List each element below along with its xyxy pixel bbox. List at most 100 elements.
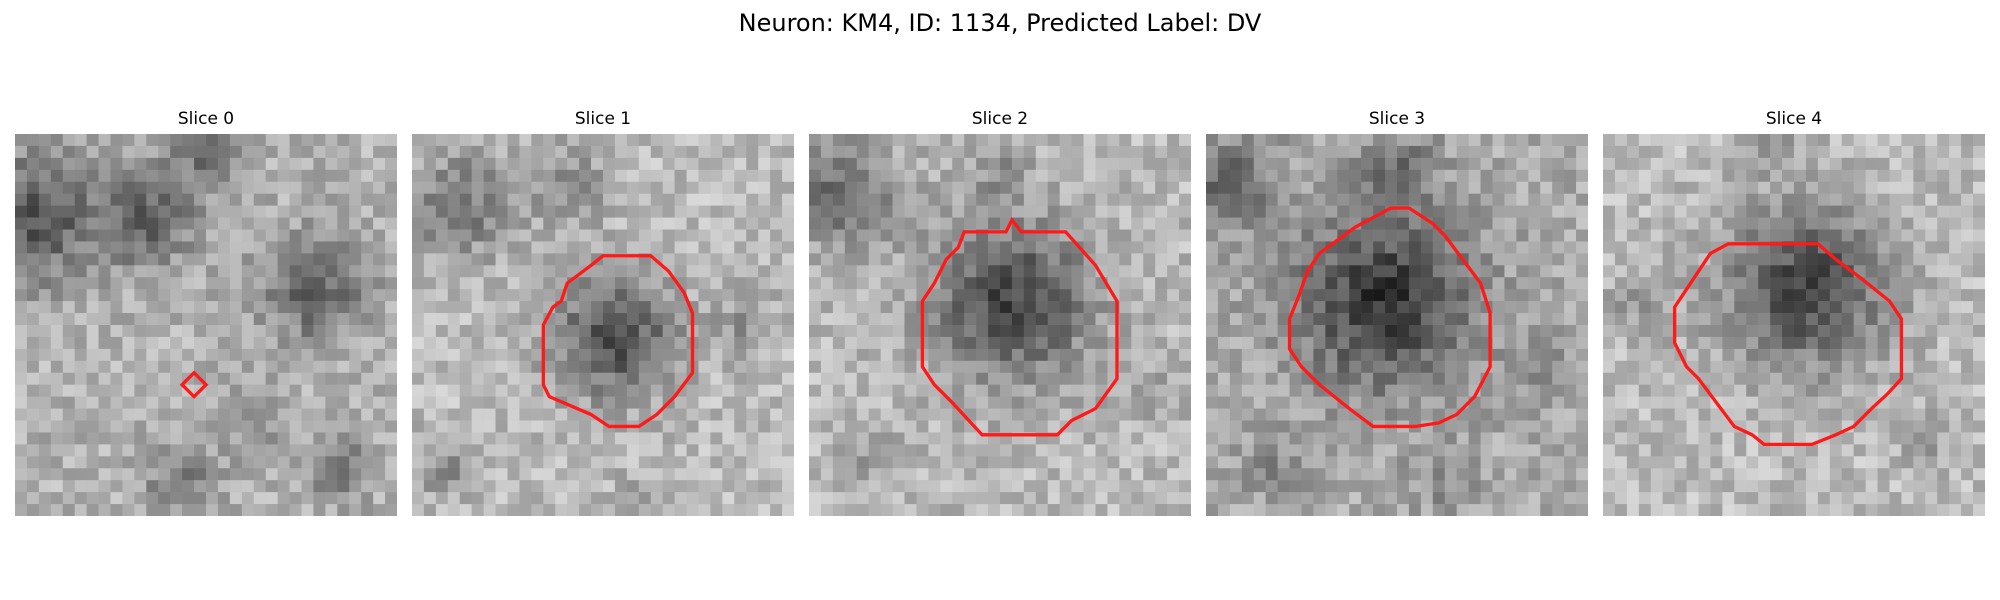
pixel bbox=[1937, 217, 1950, 230]
pixel bbox=[194, 193, 207, 206]
pixel bbox=[555, 468, 568, 481]
pixel bbox=[650, 289, 663, 302]
pixel bbox=[289, 432, 302, 445]
pixel bbox=[1217, 313, 1231, 326]
pixel bbox=[423, 396, 437, 409]
pixel bbox=[1241, 396, 1254, 409]
pixel bbox=[1758, 301, 1771, 314]
pixel bbox=[1083, 456, 1096, 469]
pixel bbox=[241, 348, 254, 362]
pixel bbox=[1638, 241, 1651, 254]
pixel bbox=[1794, 157, 1807, 171]
pixel bbox=[1925, 396, 1938, 409]
pixel bbox=[1397, 348, 1410, 362]
pixel bbox=[361, 217, 374, 230]
pixel bbox=[1408, 325, 1422, 338]
pixel bbox=[1385, 336, 1398, 350]
pixel bbox=[206, 348, 219, 362]
pixel bbox=[337, 372, 350, 385]
pixel bbox=[626, 265, 640, 278]
pixel bbox=[940, 504, 953, 516]
pixel bbox=[1540, 492, 1553, 505]
pixel bbox=[74, 193, 87, 206]
pixel bbox=[1131, 241, 1144, 254]
pixel bbox=[531, 205, 544, 218]
pixel bbox=[507, 492, 520, 505]
pixel bbox=[1265, 325, 1278, 338]
pixel bbox=[495, 313, 508, 326]
pixel bbox=[1516, 396, 1529, 409]
pixel bbox=[1444, 241, 1457, 254]
pixel bbox=[241, 408, 254, 421]
slice-title-4: Slice 4 bbox=[1765, 109, 1823, 129]
pixel bbox=[447, 468, 460, 481]
pixel bbox=[110, 432, 123, 445]
pixel bbox=[1277, 384, 1290, 397]
pixel bbox=[182, 217, 195, 230]
pixel bbox=[313, 181, 326, 194]
pixel bbox=[194, 217, 207, 230]
pixel bbox=[62, 217, 75, 230]
pixel bbox=[1385, 181, 1398, 194]
pixel bbox=[868, 468, 881, 481]
pixel bbox=[1408, 456, 1422, 469]
pixel bbox=[241, 420, 254, 433]
pixel bbox=[1217, 492, 1231, 505]
pixel bbox=[916, 504, 929, 516]
pixel bbox=[1674, 205, 1687, 218]
pixel bbox=[1540, 468, 1553, 481]
pixel bbox=[134, 241, 147, 254]
pixel bbox=[782, 169, 794, 182]
pixel bbox=[1253, 289, 1266, 302]
pixel bbox=[1023, 456, 1037, 469]
pixel bbox=[1973, 253, 1985, 266]
pixel bbox=[746, 492, 759, 505]
pixel bbox=[495, 456, 508, 469]
pixel bbox=[447, 313, 460, 326]
pixel bbox=[110, 301, 123, 314]
pixel bbox=[1638, 348, 1651, 362]
pixel bbox=[86, 325, 99, 338]
pixel bbox=[1614, 205, 1628, 218]
pixel bbox=[1206, 336, 1219, 350]
pixel bbox=[253, 432, 266, 445]
pixel bbox=[325, 468, 338, 481]
pixel bbox=[1564, 384, 1577, 397]
pixel bbox=[1937, 253, 1950, 266]
pixel bbox=[892, 408, 905, 421]
pixel bbox=[1217, 396, 1231, 409]
pixel bbox=[1397, 277, 1410, 290]
pixel bbox=[361, 420, 374, 433]
pixel bbox=[1540, 336, 1553, 350]
pixel bbox=[122, 169, 135, 182]
pixel bbox=[674, 313, 687, 326]
pixel bbox=[170, 360, 183, 373]
pixel bbox=[746, 420, 759, 433]
pixel bbox=[531, 336, 544, 350]
pixel bbox=[1686, 181, 1699, 194]
pixel bbox=[1638, 193, 1651, 206]
pixel bbox=[1325, 169, 1338, 182]
pixel bbox=[459, 313, 472, 326]
pixel bbox=[1528, 289, 1541, 302]
pixel bbox=[1614, 396, 1628, 409]
pixel bbox=[1253, 134, 1266, 147]
pixel bbox=[1782, 289, 1795, 302]
pixel bbox=[229, 277, 243, 290]
pixel bbox=[626, 313, 640, 326]
pixel bbox=[579, 504, 592, 516]
pixel bbox=[1817, 372, 1831, 385]
pixel bbox=[844, 289, 857, 302]
pixel bbox=[579, 384, 592, 397]
pixel bbox=[1023, 265, 1037, 278]
pixel bbox=[38, 241, 52, 254]
pixel bbox=[337, 480, 350, 493]
pixel bbox=[122, 241, 135, 254]
pixel bbox=[483, 444, 496, 457]
pixel bbox=[722, 301, 735, 314]
pixel bbox=[603, 265, 616, 278]
pixel bbox=[1698, 313, 1711, 326]
pixel bbox=[1119, 134, 1132, 147]
pixel bbox=[1913, 253, 1926, 266]
pixel bbox=[38, 134, 52, 147]
